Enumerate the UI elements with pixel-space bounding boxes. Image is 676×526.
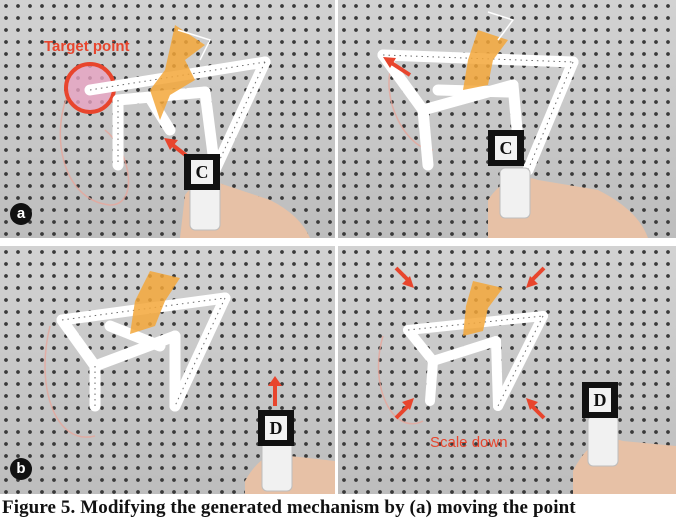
panel-a-left: Target point C a <box>0 0 335 238</box>
panel-a-right: C <box>338 0 676 238</box>
marker-letter: C <box>495 136 517 160</box>
figure-5: Target point C a <box>0 0 676 494</box>
marker-letter: C <box>191 160 213 184</box>
panel-b-left: D b <box>0 246 335 494</box>
marker-letter: D <box>265 416 287 440</box>
marker-d: D <box>258 410 294 446</box>
linkage-illustration <box>377 11 648 238</box>
panel-b-right: D Scale down <box>338 246 676 494</box>
linkage-illustration <box>377 266 676 494</box>
panel-label-b: b <box>10 458 32 480</box>
annotation-target-point: Target point <box>44 38 130 55</box>
panel-label-a: a <box>10 203 32 225</box>
marker-d: D <box>582 382 618 418</box>
marker-letter: D <box>589 388 611 412</box>
marker-c: C <box>488 130 524 166</box>
marker-c: C <box>184 154 220 190</box>
linkage-illustration <box>59 25 310 238</box>
figure-caption: Figure 5. Modifying the generated mechan… <box>2 497 576 518</box>
linkage-illustration <box>44 271 335 494</box>
annotation-scale-down: Scale down <box>430 434 508 451</box>
